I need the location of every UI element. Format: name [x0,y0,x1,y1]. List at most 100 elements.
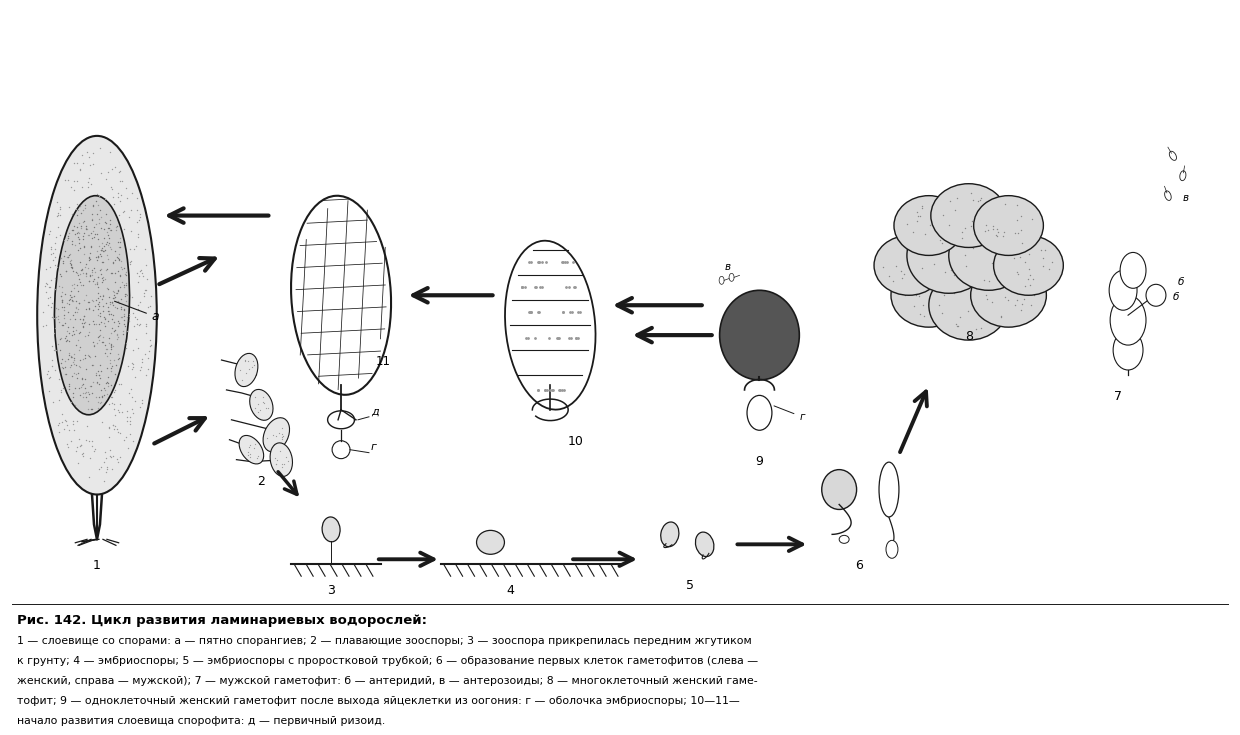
Point [994,257,1014,268]
Point [117,312,136,323]
Point [944,287,963,298]
Point [972,228,992,240]
Point [914,270,934,282]
Point [486,544,506,556]
Point [977,289,997,301]
Point [78,386,98,398]
Point [98,350,118,362]
Point [939,240,959,251]
Point [66,301,86,312]
Point [743,368,763,379]
Point [962,215,982,226]
Point [751,360,771,372]
Point [103,299,123,311]
Point [88,251,108,263]
Point [53,234,73,245]
Point [749,336,769,348]
Point [265,431,285,442]
Ellipse shape [239,435,264,464]
Point [107,302,126,314]
Point [725,356,745,368]
Point [108,252,128,264]
Point [92,316,112,328]
Point [84,300,104,312]
Point [944,270,963,282]
Point [924,258,944,270]
Point [959,252,978,264]
Point [103,268,123,279]
Point [52,408,72,420]
Point [88,304,108,315]
Text: Рис. 142. Цикл развития ламинариевых водорослей:: Рис. 142. Цикл развития ламинариевых вод… [17,614,428,627]
Point [74,381,94,393]
Point [112,293,131,305]
Point [50,394,69,406]
Point [327,520,347,532]
Point [771,304,791,315]
Point [971,195,991,207]
Point [947,253,967,265]
Point [1016,256,1035,268]
Point [78,176,98,188]
Point [61,350,81,362]
Point [68,334,88,346]
Point [45,284,64,295]
Point [110,398,130,410]
Point [89,296,109,308]
Point [100,450,120,462]
Point [745,320,765,332]
Point [765,326,785,338]
Point [662,527,682,539]
Point [838,492,858,503]
Point [38,385,58,397]
Point [62,235,82,247]
Point [52,294,72,306]
Ellipse shape [949,220,1028,290]
Point [109,297,129,309]
Point [477,534,497,546]
Point [95,238,115,250]
Point [41,241,61,253]
Text: 1 — слоевище со спорами: а — пятно спорангиев; 2 — плавающие зооспоры; 3 — зоосп: 1 — слоевище со спорами: а — пятно спора… [17,636,751,646]
Point [913,201,932,213]
Point [832,488,852,500]
Point [60,347,79,359]
Point [315,526,335,538]
Point [87,228,107,240]
Point [773,304,792,315]
Point [97,236,117,248]
Point [63,351,83,363]
Point [105,268,125,279]
Point [99,422,119,434]
Point [93,276,113,287]
Point [64,328,84,340]
Point [115,267,135,279]
Point [275,451,295,463]
Point [69,440,89,452]
Point [241,448,260,460]
Point [959,305,978,317]
Point [765,311,785,323]
Ellipse shape [1110,295,1146,345]
Point [69,243,89,254]
Point [88,293,108,304]
Point [900,255,920,267]
Point [89,334,109,345]
Point [139,301,159,313]
Point [68,269,88,281]
Point [233,374,253,386]
Point [118,325,138,337]
Point [977,293,997,305]
Point [818,473,838,485]
Point [83,294,103,306]
Point [109,254,129,265]
Point [40,261,60,273]
Point [130,265,150,276]
Point [968,231,988,243]
Point [61,248,81,259]
Point [134,287,154,299]
Point [267,459,286,470]
Point [935,244,955,256]
Point [47,209,67,221]
Point [53,319,73,331]
